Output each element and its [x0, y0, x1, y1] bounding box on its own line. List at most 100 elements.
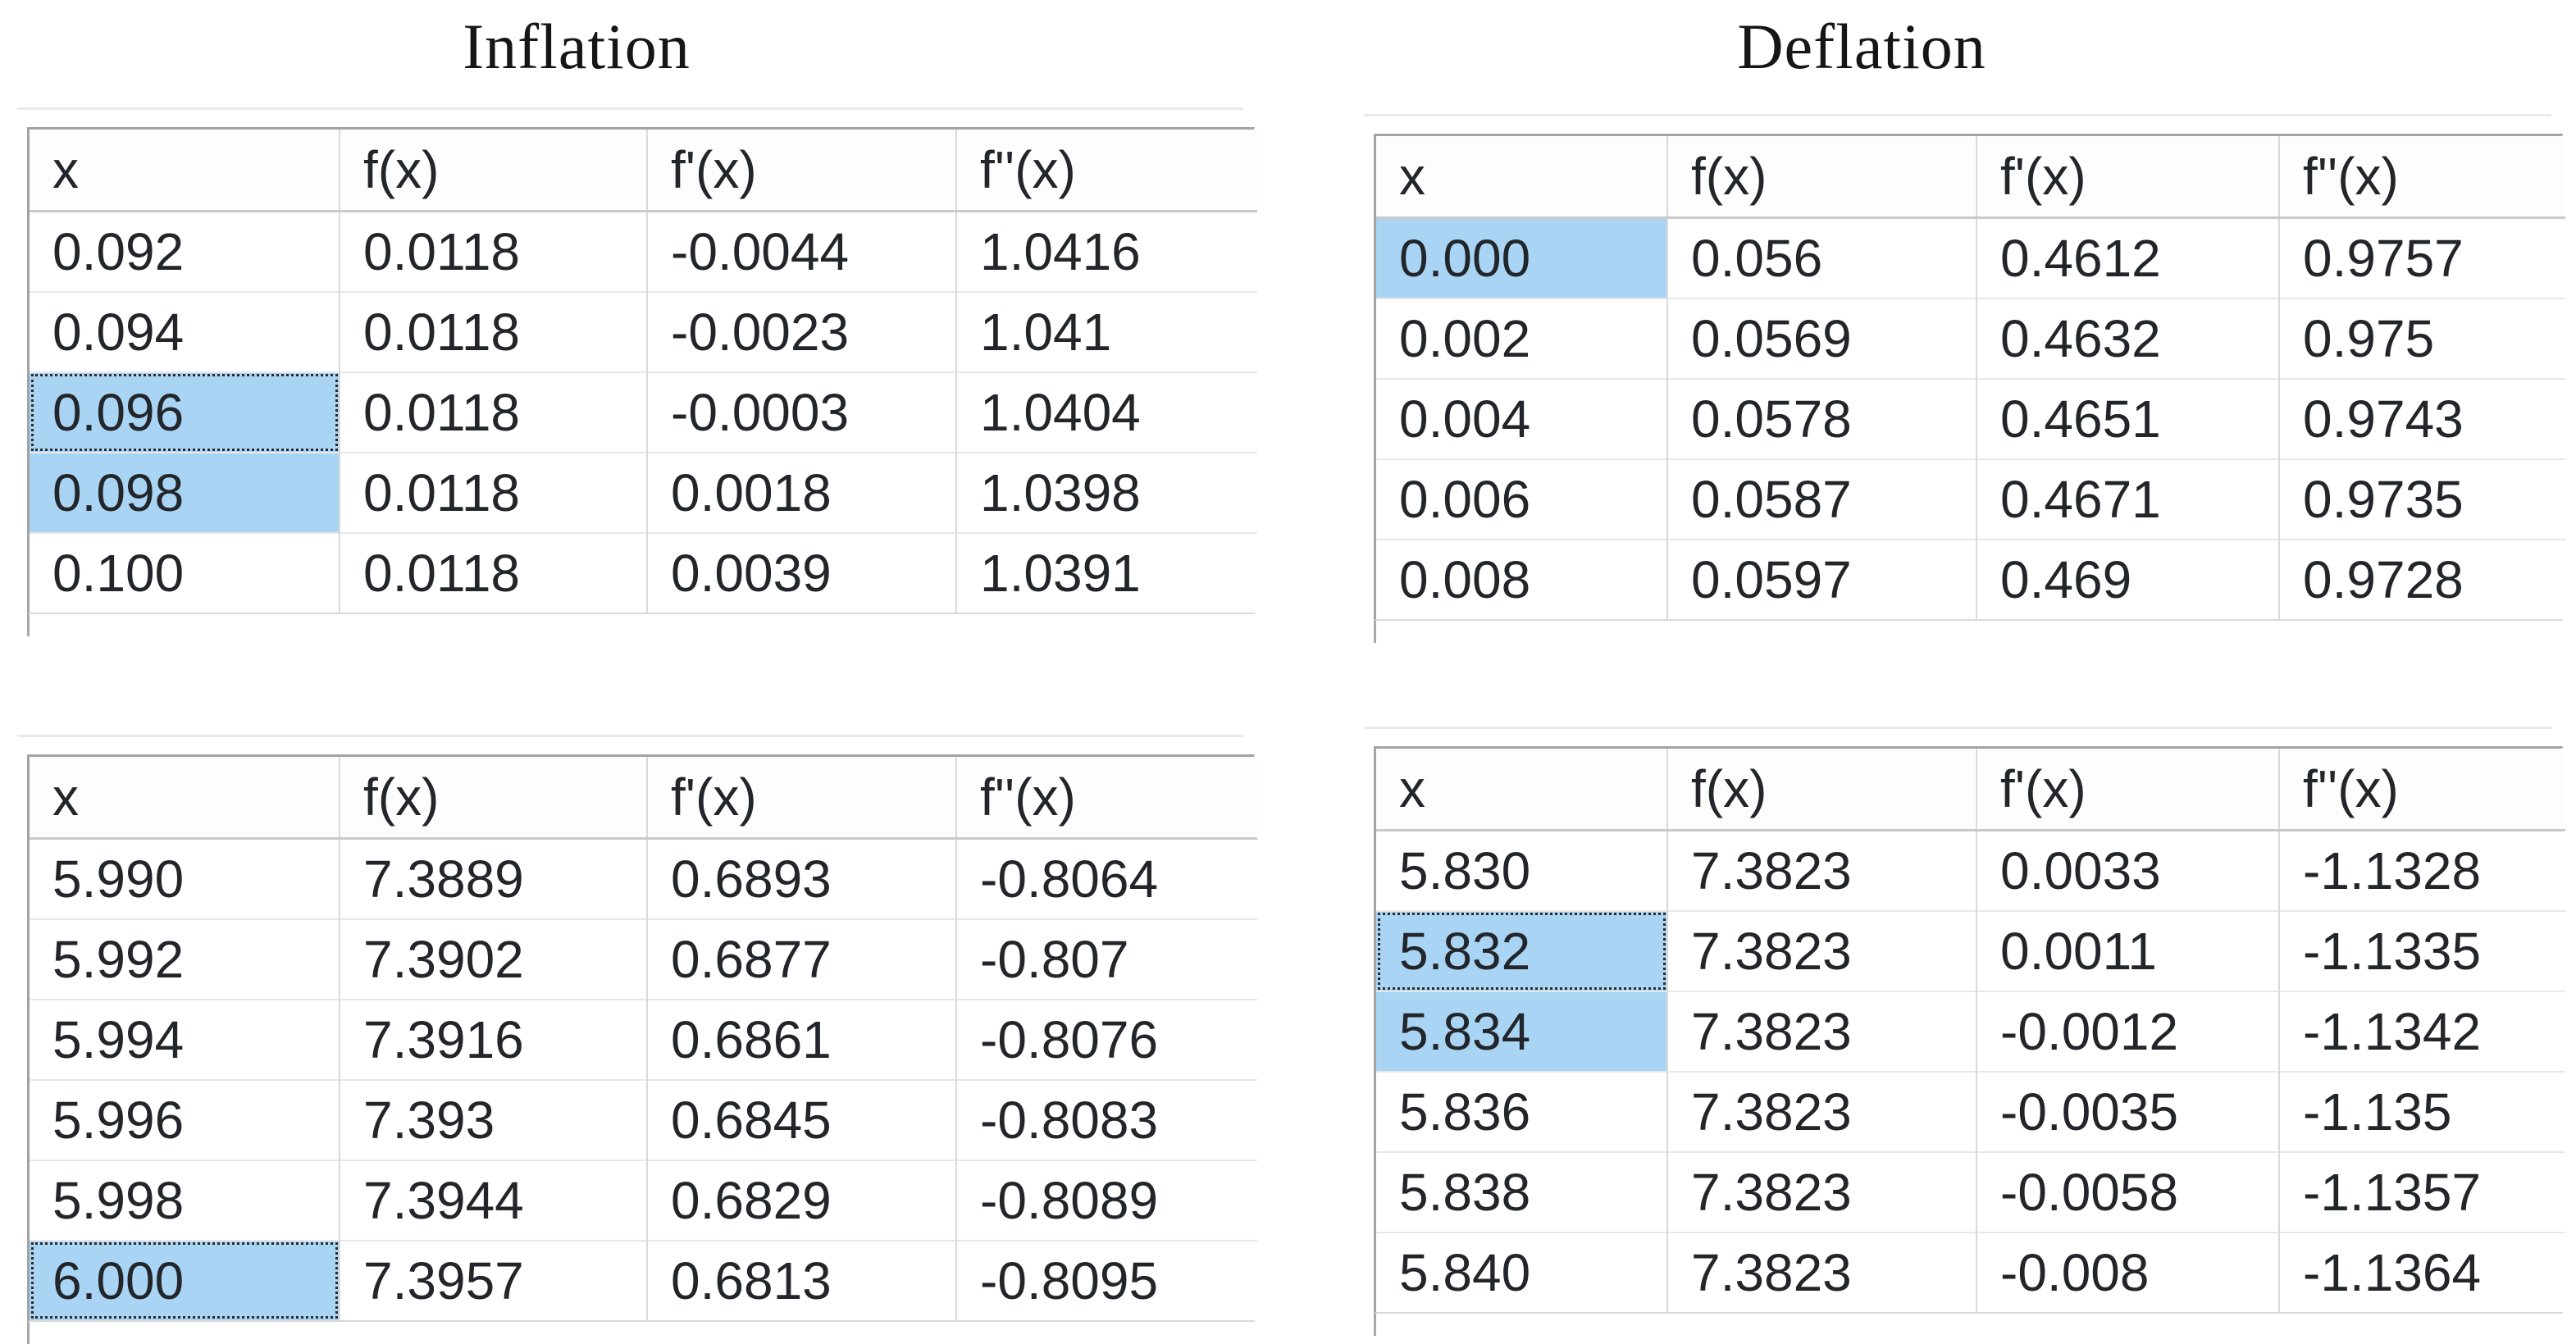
table-cell[interactable]: -0.0023: [646, 291, 956, 372]
table-deflation-start[interactable]: x f(x) f'(x) f''(x) 0.000 0.056 0.4612 0.9757 0…: [1376, 136, 2565, 619]
table-cell[interactable]: -0.8076: [955, 999, 1257, 1080]
table-cell[interactable]: 7.3823: [1666, 1151, 1976, 1232]
table-cell[interactable]: 5.840: [1376, 1232, 1667, 1312]
table-cell[interactable]: 5.838: [1376, 1151, 1667, 1232]
table-cell[interactable]: 0.6829: [646, 1159, 956, 1241]
column-header-x[interactable]: x: [30, 757, 340, 840]
table-cell[interactable]: 1.0391: [955, 532, 1257, 613]
table-cell[interactable]: 0.6813: [646, 1240, 956, 1320]
table-cell[interactable]: -0.8095: [955, 1240, 1257, 1320]
table-cell[interactable]: 0.4612: [1976, 217, 2279, 298]
table-cell[interactable]: 5.992: [30, 918, 340, 1000]
table-cell[interactable]: 0.9757: [2278, 217, 2565, 298]
table-deflation-end[interactable]: x f(x) f'(x) f''(x) 5.830 7.3823 0.0033 -1.132…: [1376, 749, 2565, 1312]
table-cell[interactable]: -1.1335: [2278, 910, 2565, 991]
table-cell[interactable]: 5.996: [30, 1079, 340, 1160]
table-cell[interactable]: 0.008: [1376, 539, 1667, 619]
table-cell[interactable]: 0.6893: [646, 838, 956, 919]
table-inflation-start[interactable]: x f(x) f'(x) f''(x) 0.092 0.0118 -0.0044 1.041…: [30, 130, 1257, 613]
column-header-fppx[interactable]: f''(x): [2278, 749, 2565, 831]
table-cell[interactable]: 0.4632: [1976, 298, 2279, 379]
table-cell[interactable]: 7.3823: [1666, 910, 1976, 991]
table-cell[interactable]: 0.9743: [2278, 378, 2565, 459]
table-cell[interactable]: 0.0118: [339, 291, 647, 372]
table-cell[interactable]: 0.100: [30, 532, 340, 613]
table-cell[interactable]: 5.836: [1376, 1071, 1667, 1152]
column-header-fppx[interactable]: f''(x): [955, 757, 1257, 840]
table-cell[interactable]: 0.098: [30, 452, 340, 533]
table-cell[interactable]: 5.832: [1376, 910, 1667, 991]
table-cell[interactable]: 0.9735: [2278, 458, 2565, 540]
table-inflation-end[interactable]: x f(x) f'(x) f''(x) 5.990 7.3889 0.6893 -0.806…: [30, 757, 1257, 1320]
table-cell[interactable]: 5.830: [1399, 841, 1531, 900]
table-cell[interactable]: 0.0587: [1666, 458, 1976, 540]
table-cell[interactable]: 7.3889: [339, 838, 647, 919]
table-cell[interactable]: 0.0011: [1976, 910, 2279, 991]
table-cell[interactable]: -1.1364: [2278, 1232, 2565, 1312]
table-cell[interactable]: 0.004: [1376, 378, 1667, 459]
table-cell[interactable]: 7.3823: [1666, 1232, 1976, 1312]
table-cell[interactable]: 0.002: [1376, 298, 1667, 379]
table-cell[interactable]: 7.3823: [1666, 1071, 1976, 1152]
table-cell[interactable]: 7.3957: [339, 1240, 647, 1320]
column-header-x[interactable]: x: [30, 130, 340, 212]
table-cell[interactable]: -0.0003: [646, 371, 956, 453]
table-cell[interactable]: 0.0018: [646, 452, 956, 533]
table-cell[interactable]: -1.135: [2278, 1071, 2565, 1152]
table-cell[interactable]: -0.8083: [955, 1079, 1257, 1160]
table-cell[interactable]: 7.393: [339, 1079, 647, 1160]
table-cell[interactable]: 0.6845: [646, 1079, 956, 1160]
table-cell[interactable]: -0.807: [955, 918, 1257, 1000]
table-cell[interactable]: -0.0012: [1976, 991, 2279, 1072]
table-cell[interactable]: -0.0044: [646, 211, 956, 292]
table-cell[interactable]: 0.6877: [646, 918, 956, 1000]
table-cell[interactable]: 5.998: [30, 1159, 340, 1241]
table-cell[interactable]: 0.469: [1976, 539, 2279, 619]
column-header-fx[interactable]: f(x): [339, 757, 647, 840]
table-cell[interactable]: 0.000: [1376, 217, 1667, 298]
table-cell[interactable]: 0.096: [30, 371, 340, 453]
column-header-x[interactable]: x: [1376, 136, 1667, 219]
column-header-x[interactable]: x: [1376, 749, 1667, 831]
table-cell[interactable]: 0.006: [1376, 458, 1667, 540]
table-cell[interactable]: 7.3902: [339, 918, 647, 1000]
table-cell[interactable]: 7.3944: [339, 1159, 647, 1241]
table-cell[interactable]: 0.4651: [1976, 378, 2279, 459]
table-cell[interactable]: 5.834: [1376, 991, 1667, 1072]
table-cell[interactable]: -1.1342: [2278, 991, 2565, 1072]
table-cell[interactable]: -0.8089: [955, 1159, 1257, 1241]
column-header-fpx[interactable]: f'(x): [1976, 749, 2279, 831]
table-cell[interactable]: 0.092: [52, 222, 185, 281]
table-cell[interactable]: 7.3916: [339, 999, 647, 1080]
table-cell[interactable]: 7.3823: [1666, 830, 1976, 911]
column-header-fx[interactable]: f(x): [1666, 136, 1976, 219]
column-header-fx[interactable]: f(x): [339, 130, 647, 212]
table-cell[interactable]: 0.9728: [2278, 539, 2565, 619]
table-cell[interactable]: 0.094: [30, 291, 340, 372]
column-header-fppx[interactable]: f''(x): [2278, 136, 2565, 219]
table-cell[interactable]: -0.0058: [1976, 1151, 2279, 1232]
column-header-fx[interactable]: f(x): [1666, 749, 1976, 831]
column-header-fpx[interactable]: f'(x): [646, 130, 956, 212]
column-header-fpx[interactable]: f'(x): [646, 757, 956, 840]
table-cell[interactable]: 0.4671: [1976, 458, 2279, 540]
table-cell[interactable]: 7.3823: [1666, 991, 1976, 1072]
table-cell[interactable]: -0.0035: [1976, 1071, 2279, 1152]
column-header-fpx[interactable]: f'(x): [1976, 136, 2279, 219]
table-cell[interactable]: -1.1328: [2278, 830, 2565, 911]
table-cell[interactable]: -0.8064: [955, 838, 1257, 919]
table-cell[interactable]: 1.0416: [955, 211, 1257, 292]
table-cell[interactable]: -0.008: [1976, 1232, 2279, 1312]
table-cell[interactable]: 0.6861: [646, 999, 956, 1080]
table-cell[interactable]: 6.000: [30, 1240, 340, 1320]
table-cell[interactable]: 5.990: [52, 850, 185, 909]
table-cell[interactable]: -1.1357: [2278, 1151, 2565, 1232]
table-cell[interactable]: 1.041: [955, 291, 1257, 372]
table-cell[interactable]: 0.0597: [1666, 539, 1976, 619]
table-cell[interactable]: 0.0118: [339, 452, 647, 533]
table-cell[interactable]: 5.994: [30, 999, 340, 1080]
column-header-fppx[interactable]: f''(x): [955, 130, 1257, 212]
table-cell[interactable]: 1.0404: [955, 371, 1257, 453]
table-cell[interactable]: 0.975: [2278, 298, 2565, 379]
table-cell[interactable]: 0.0033: [1976, 830, 2279, 911]
